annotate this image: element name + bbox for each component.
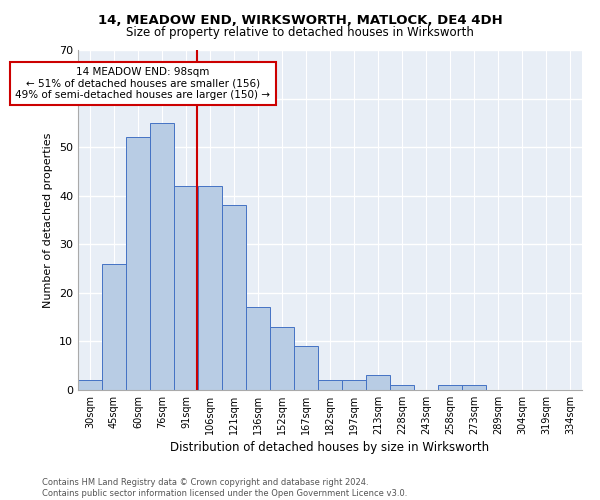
Text: 14 MEADOW END: 98sqm
← 51% of detached houses are smaller (156)
49% of semi-deta: 14 MEADOW END: 98sqm ← 51% of detached h… <box>16 67 271 100</box>
Bar <box>462 385 486 390</box>
Bar <box>150 123 174 390</box>
Bar <box>174 186 198 390</box>
Bar <box>198 186 222 390</box>
Bar <box>390 385 414 390</box>
Bar <box>294 346 318 390</box>
Bar <box>270 327 294 390</box>
Bar <box>78 380 102 390</box>
Y-axis label: Number of detached properties: Number of detached properties <box>43 132 53 308</box>
X-axis label: Distribution of detached houses by size in Wirksworth: Distribution of detached houses by size … <box>170 441 490 454</box>
Bar <box>438 385 462 390</box>
Bar <box>126 138 150 390</box>
Bar <box>246 308 270 390</box>
Text: 14, MEADOW END, WIRKSWORTH, MATLOCK, DE4 4DH: 14, MEADOW END, WIRKSWORTH, MATLOCK, DE4… <box>98 14 502 27</box>
Bar <box>102 264 126 390</box>
Bar <box>318 380 342 390</box>
Bar <box>222 206 246 390</box>
Text: Size of property relative to detached houses in Wirksworth: Size of property relative to detached ho… <box>126 26 474 39</box>
Bar <box>366 376 390 390</box>
Text: Contains HM Land Registry data © Crown copyright and database right 2024.
Contai: Contains HM Land Registry data © Crown c… <box>42 478 407 498</box>
Bar <box>342 380 366 390</box>
